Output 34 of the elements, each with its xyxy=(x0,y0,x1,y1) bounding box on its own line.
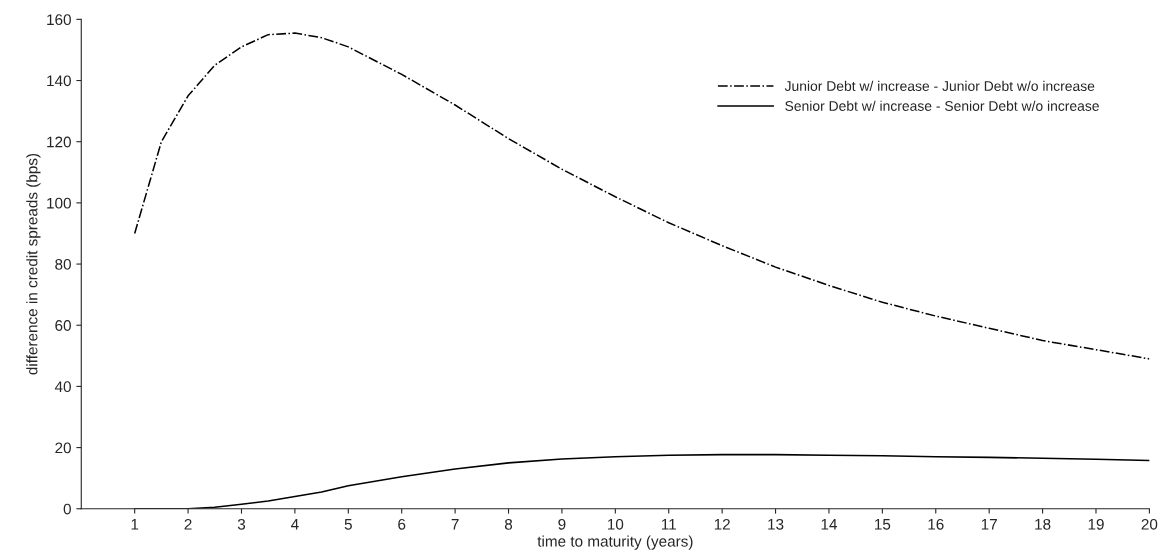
x-axis-title: time to maturity (years) xyxy=(537,535,693,550)
y-tick-label: 160 xyxy=(47,14,71,26)
x-tick-label: 13 xyxy=(768,518,784,530)
y-tick-label: 80 xyxy=(55,258,71,270)
x-tick-label: 2 xyxy=(184,518,192,530)
legend-label: Junior Debt w/ increase - Junior Debt w/o increase xyxy=(784,80,1095,91)
y-tick-label: 140 xyxy=(47,75,71,87)
y-tick-label: 60 xyxy=(55,320,71,331)
x-tick-label: 10 xyxy=(608,518,624,530)
x-tick-label: 6 xyxy=(398,518,406,530)
y-tick-label: 100 xyxy=(47,197,71,209)
y-tick-label: 40 xyxy=(54,381,71,393)
x-tick-label: 16 xyxy=(928,518,944,530)
x-tick-label: 14 xyxy=(821,519,837,530)
x-tick-label: 11 xyxy=(661,519,676,530)
x-tick-label: 17 xyxy=(981,519,997,530)
y-axis-title: difference in credit spreads (bps) xyxy=(26,153,41,375)
x-tick-label: 5 xyxy=(344,519,352,530)
x-tick-label: 4 xyxy=(291,519,299,530)
x-tick-label: 19 xyxy=(1088,518,1104,530)
y-tick-label: 20 xyxy=(55,442,71,454)
x-tick-label: 1 xyxy=(131,519,139,530)
x-tick-label: 7 xyxy=(451,519,459,530)
legend-label: Senior Debt w/ increase - Senior Debt w/o increase xyxy=(785,100,1099,111)
x-tick-label: 15 xyxy=(875,519,891,530)
x-tick-label: 8 xyxy=(504,518,513,530)
x-tick-label: 12 xyxy=(714,518,730,530)
line-series xyxy=(133,32,1150,360)
x-tick-label: 3 xyxy=(237,518,246,530)
y-tick-label: 120 xyxy=(47,136,71,148)
x-tick-label: 20 xyxy=(1141,518,1158,530)
y-tick-label: 0 xyxy=(63,503,71,515)
x-tick-label: 18 xyxy=(1035,518,1051,530)
x-tick-label: 9 xyxy=(558,518,566,530)
